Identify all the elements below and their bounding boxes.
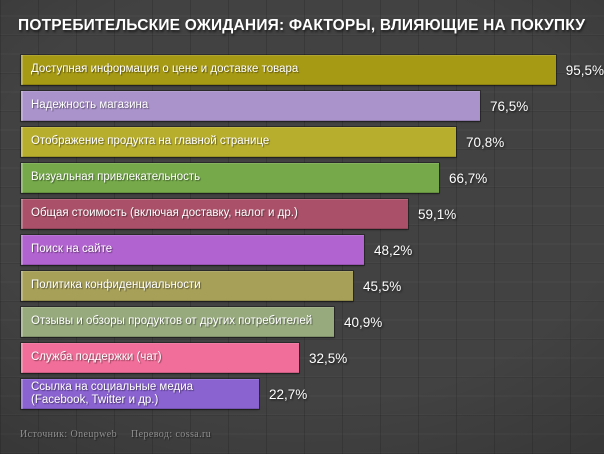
bar-row: Общая стоимость (включая доставку, налог… [21, 199, 604, 229]
bar: Ссылка на социальные медиа (Facebook, Tw… [21, 379, 259, 409]
bar-value: 70,8% [466, 134, 505, 150]
bar-value: 59,1% [418, 206, 457, 222]
bar-row: Служба поддержки (чат) 32,5% [21, 343, 604, 373]
bar-label: Надежность магазина [31, 99, 149, 112]
bar-label: Ссылка на социальные медиа (Facebook, Tw… [31, 380, 194, 406]
bar-row: Доступная информация о цене и доставке т… [21, 55, 604, 85]
bar-label: Общая стоимость (включая доставку, налог… [31, 207, 298, 220]
bar-value: 45,5% [363, 278, 402, 294]
bar-value: 32,5% [309, 350, 348, 366]
bar: Доступная информация о цене и доставке т… [21, 55, 556, 85]
bar: Политика конфиденциальности [21, 271, 353, 301]
bar-label: Служба поддержки (чат) [31, 351, 162, 364]
bar-label: Доступная информация о цене и доставке т… [31, 63, 299, 76]
bar-row: Поиск на сайте 48,2% [21, 235, 604, 265]
bar-value: 95,5% [565, 62, 604, 78]
bar: Общая стоимость (включая доставку, налог… [21, 199, 408, 229]
bar-row: Отзывы и обзоры продуктов от других потр… [21, 307, 604, 337]
bar-row: Ссылка на социальные медиа (Facebook, Tw… [21, 379, 604, 409]
footer: Источник: Oneupweb Перевод: cossa.ru [20, 429, 225, 440]
bar: Визуальная привлекательность [21, 163, 439, 193]
bar: Отзывы и обзоры продуктов от других потр… [21, 307, 334, 337]
bar-value: 22,7% [269, 386, 308, 402]
source-credit: Источник: Oneupweb [20, 429, 118, 440]
bar: Отображение продукта на главной странице [21, 127, 456, 157]
translation-credit: Перевод: cossa.ru [131, 429, 212, 440]
page-title: ПОТРЕБИТЕЛЬСКИЕ ОЖИДАНИЯ: ФАКТОРЫ, ВЛИЯЮ… [18, 17, 586, 34]
bar-value: 76,5% [490, 98, 529, 114]
bar: Служба поддержки (чат) [21, 343, 299, 373]
bar-label: Отображение продукта на главной странице [31, 135, 270, 148]
bar: Надежность магазина [21, 91, 480, 121]
bar-label: Отзывы и обзоры продуктов от других потр… [31, 315, 313, 328]
bar-value: 48,2% [374, 242, 413, 258]
bar-chart: Доступная информация о цене и доставке т… [21, 55, 604, 409]
bar-label: Визуальная привлекательность [31, 171, 201, 184]
bar-value: 40,9% [344, 314, 383, 330]
bar-row: Визуальная привлекательность 66,7% [21, 163, 604, 193]
bar-row: Отображение продукта на главной странице… [21, 127, 604, 157]
bar-row: Надежность магазина 76,5% [21, 91, 604, 121]
bar-label: Поиск на сайте [31, 243, 113, 256]
bar-label: Политика конфиденциальности [31, 279, 201, 292]
bar: Поиск на сайте [21, 235, 364, 265]
bar-row: Политика конфиденциальности 45,5% [21, 271, 604, 301]
bar-value: 66,7% [449, 170, 488, 186]
